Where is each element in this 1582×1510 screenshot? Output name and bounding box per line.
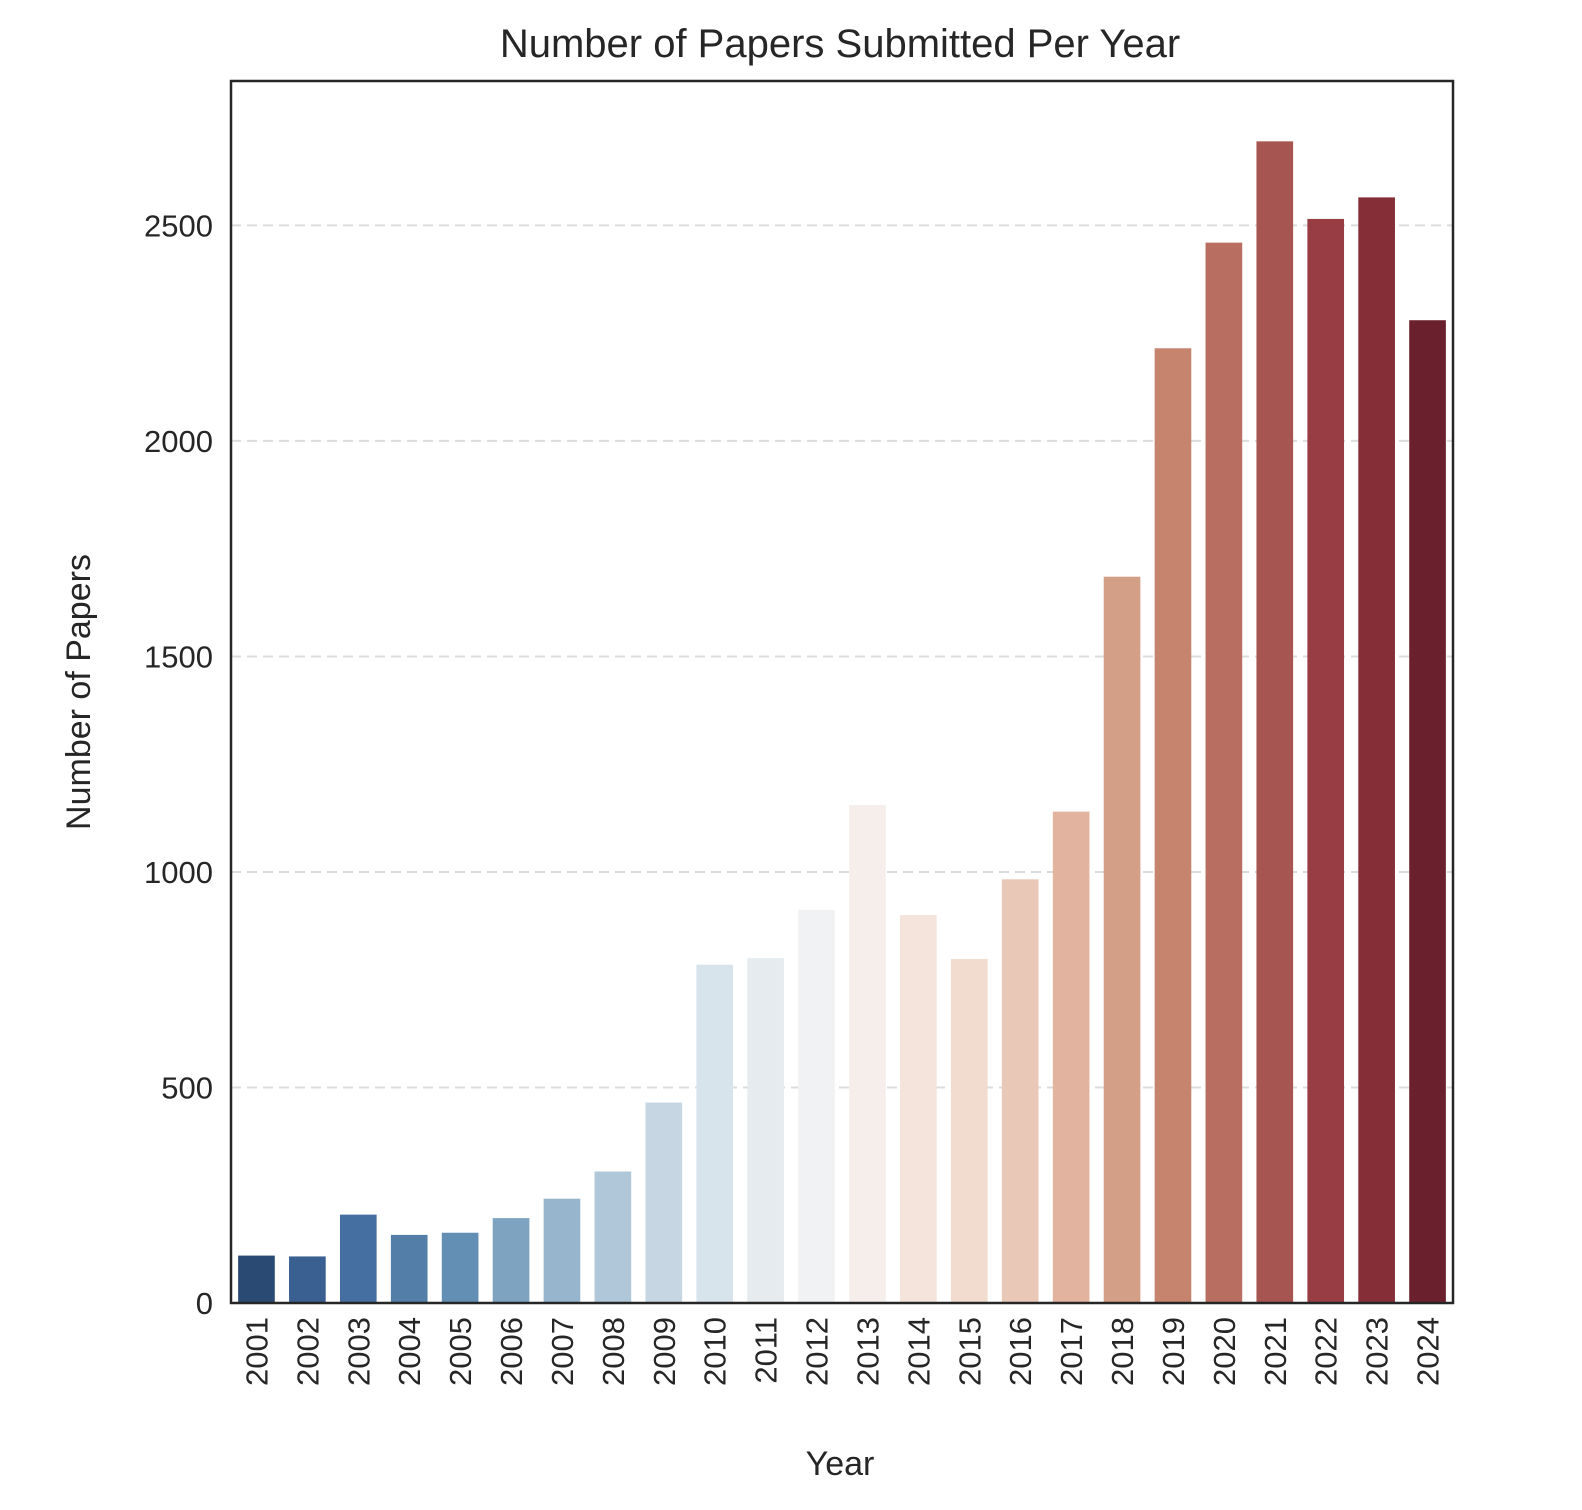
bar-2002 xyxy=(289,1256,326,1303)
x-tick-label: 2024 xyxy=(1411,1317,1446,1386)
bar-2008 xyxy=(594,1171,632,1303)
y-tick-label: 1500 xyxy=(144,639,213,674)
bar-2021 xyxy=(1256,141,1294,1303)
bar-2005 xyxy=(441,1232,479,1303)
x-tick-label: 2011 xyxy=(749,1317,784,1384)
bar-2001 xyxy=(238,1255,275,1303)
x-tick-label: 2012 xyxy=(800,1317,835,1386)
x-tick-label: 2004 xyxy=(392,1317,427,1386)
x-tick-label: 2010 xyxy=(698,1317,733,1386)
bar-2017 xyxy=(1052,811,1090,1303)
y-ticks: 0 500 1000 1500 2000 2500 xyxy=(144,208,213,1321)
x-tick-label: 2003 xyxy=(341,1317,376,1386)
bar-2011 xyxy=(747,958,784,1303)
x-tick-label: 2017 xyxy=(1054,1317,1089,1386)
chart-title: Number of Papers Submitted Per Year xyxy=(500,22,1180,66)
x-tick-label: 2016 xyxy=(1003,1317,1038,1386)
x-tick-label: 2001 xyxy=(239,1317,274,1386)
bar-2013 xyxy=(849,805,886,1303)
x-axis-label: Year xyxy=(806,1445,875,1483)
bar-2012 xyxy=(798,909,835,1303)
y-tick-label: 500 xyxy=(161,1070,213,1105)
x-tick-label: 2015 xyxy=(952,1317,987,1386)
y-tick-label: 1000 xyxy=(144,855,213,890)
x-tick-label: 2021 xyxy=(1258,1317,1293,1386)
bar-2023 xyxy=(1358,197,1395,1303)
y-axis-label: Number of Papers xyxy=(60,554,98,830)
y-tick-label: 0 xyxy=(196,1286,213,1321)
bar-2004 xyxy=(390,1234,428,1303)
bar-2020 xyxy=(1205,242,1243,1303)
bar-2014 xyxy=(900,915,937,1303)
bar-2024 xyxy=(1409,320,1446,1303)
x-tick-label: 2020 xyxy=(1207,1317,1242,1386)
x-tick-label: 2014 xyxy=(901,1317,936,1386)
x-tick-label: 2006 xyxy=(494,1317,529,1386)
y-tick-label: 2500 xyxy=(144,208,213,243)
y-tick-label: 2000 xyxy=(144,424,213,459)
bar-2007 xyxy=(543,1198,581,1303)
x-tick-label: 2013 xyxy=(850,1317,885,1386)
x-tick-label: 2023 xyxy=(1360,1317,1395,1386)
bar-2022 xyxy=(1307,218,1345,1303)
x-tick-label: 2009 xyxy=(647,1317,682,1386)
x-tick-label: 2022 xyxy=(1309,1317,1344,1386)
x-ticks: 2001 2002 2003 2004 2005 2006 2007 2008 2009 2010… xyxy=(239,1317,1445,1386)
x-tick-label: 2019 xyxy=(1156,1317,1191,1386)
bar-2016 xyxy=(1001,879,1039,1303)
bar-2019 xyxy=(1154,348,1192,1304)
x-tick-label: 2002 xyxy=(290,1317,325,1386)
bar-2015 xyxy=(950,959,988,1303)
bar-2006 xyxy=(492,1218,530,1303)
plot-frame xyxy=(229,79,1455,1305)
x-tick-label: 2008 xyxy=(596,1317,631,1386)
bar-2009 xyxy=(645,1102,683,1303)
bar-2010 xyxy=(696,964,734,1303)
x-tick-label: 2007 xyxy=(545,1317,580,1386)
bar-2003 xyxy=(339,1214,377,1303)
bars xyxy=(238,141,1446,1304)
gridlines xyxy=(231,224,1453,1089)
x-tick-label: 2018 xyxy=(1105,1317,1140,1386)
x-tick-label: 2005 xyxy=(443,1317,478,1386)
bar-2018 xyxy=(1103,576,1141,1303)
